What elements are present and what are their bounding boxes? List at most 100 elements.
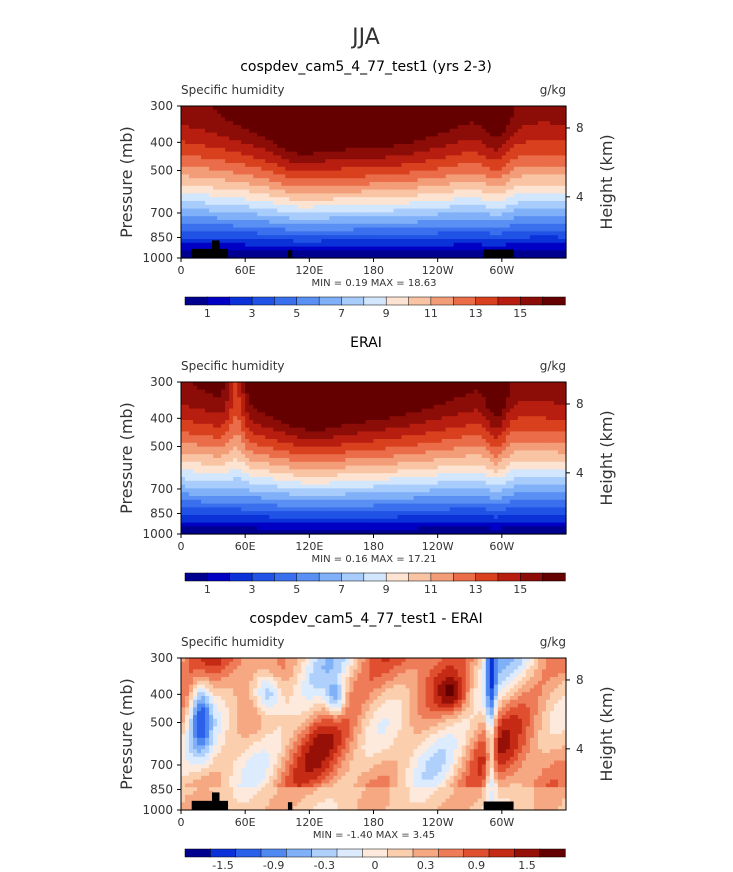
heatmap-cell — [277, 401, 282, 406]
heatmap-cell — [181, 204, 186, 210]
heatmap-cell — [337, 412, 343, 417]
heatmap-cell — [425, 189, 431, 194]
heatmap-cell — [473, 140, 479, 145]
heatmap-cell — [309, 159, 314, 164]
heatmap-cell — [541, 420, 547, 425]
heatmap-cell — [513, 155, 519, 160]
heatmap-cell — [377, 416, 383, 421]
heatmap-cell — [213, 174, 218, 179]
heatmap-cell — [273, 113, 278, 118]
heatmap-cell — [345, 128, 351, 134]
heatmap-cell — [445, 163, 451, 168]
heatmap-cell — [325, 193, 330, 198]
heatmap-cell — [313, 166, 318, 172]
heatmap-cell — [429, 144, 435, 149]
heatmap-cell — [341, 147, 347, 153]
heatmap-cell — [373, 254, 379, 259]
heatmap-cell — [357, 113, 363, 118]
heatmap-cell — [529, 121, 535, 126]
heatmap-cell — [465, 113, 471, 118]
heatmap-cell — [229, 163, 234, 168]
heatmap-cell — [457, 242, 463, 248]
heatmap-cell — [181, 401, 186, 406]
heatmap-cell — [261, 144, 266, 149]
heatmap-cell — [489, 208, 495, 213]
heatmap-cell — [469, 132, 475, 137]
heatmap-cell — [357, 212, 363, 217]
heatmap-cell — [553, 223, 559, 229]
heatmap-cell — [469, 166, 475, 172]
heatmap-cell — [201, 223, 206, 229]
heatmap-cell — [281, 155, 286, 160]
heatmap-cell — [425, 109, 431, 115]
heatmap-cell — [381, 216, 387, 221]
heatmap-cell — [441, 121, 447, 126]
heatmap-cell — [461, 193, 467, 198]
heatmap-cell — [497, 174, 503, 179]
heatmap-cell — [561, 235, 567, 240]
heatmap-cell — [497, 212, 503, 217]
heatmap-cell — [521, 159, 527, 164]
heatmap-cell — [285, 140, 290, 145]
heatmap-cell — [237, 246, 242, 251]
heatmap-cell — [213, 216, 218, 221]
heatmap-cell — [417, 182, 423, 187]
heatmap-cell — [529, 155, 535, 160]
heatmap-cell — [537, 246, 543, 251]
heatmap-cell — [405, 401, 411, 406]
heatmap-cell — [557, 227, 563, 232]
heatmap-cell — [189, 420, 194, 425]
heatmap-cell — [197, 163, 202, 168]
heatmap-cell — [553, 246, 559, 251]
heatmap-cell — [525, 220, 531, 225]
heatmap-cell — [561, 397, 567, 402]
heatmap-cell — [453, 227, 459, 232]
heatmap-cell — [409, 128, 415, 134]
heatmap-cell — [205, 193, 210, 198]
heatmap-cell — [365, 128, 371, 134]
heatmap-cell — [413, 389, 419, 394]
heatmap-cell — [369, 204, 375, 210]
heatmap-cell — [321, 401, 326, 406]
heatmap-cell — [261, 412, 266, 417]
heatmap-cell — [193, 227, 198, 232]
heatmap-cell — [281, 201, 286, 206]
heatmap-cell — [505, 155, 511, 160]
heatmap-cell — [405, 246, 411, 251]
heatmap-cell — [301, 389, 306, 394]
heatmap-cell — [221, 416, 226, 421]
heatmap-cell — [405, 420, 411, 425]
heatmap-cell — [345, 385, 351, 391]
heatmap-cell — [553, 239, 559, 244]
heatmap-cell — [461, 212, 467, 217]
heatmap-cell — [337, 113, 343, 118]
heatmap-cell — [301, 159, 306, 164]
heatmap-cell — [213, 178, 218, 183]
heatmap-cell — [277, 412, 282, 417]
heatmap-cell — [553, 132, 559, 137]
heatmap-cell — [321, 109, 326, 115]
heatmap-cell — [321, 227, 326, 232]
heatmap-cell — [505, 235, 511, 240]
heatmap-cell — [293, 223, 298, 229]
heatmap-cell — [437, 223, 443, 229]
heatmap-cell — [449, 136, 455, 141]
heatmap-cell — [325, 385, 330, 391]
heatmap-cell — [329, 106, 334, 111]
heatmap-cell — [473, 178, 479, 183]
heatmap-cell — [445, 159, 451, 164]
heatmap-cell — [349, 197, 355, 202]
heatmap-cell — [429, 231, 435, 236]
heatmap-cell — [453, 144, 459, 149]
heatmap-cell — [253, 113, 258, 118]
heatmap-cell — [309, 254, 314, 259]
heatmap-cell — [361, 125, 367, 130]
heatmap-cell — [433, 189, 439, 194]
heatmap-cell — [297, 125, 302, 130]
heatmap-cell — [453, 109, 459, 115]
heatmap-cell — [325, 204, 330, 210]
heatmap-cell — [453, 185, 459, 191]
heatmap-cell — [345, 189, 351, 194]
heatmap-cell — [533, 170, 539, 175]
heatmap-cell — [365, 216, 371, 221]
